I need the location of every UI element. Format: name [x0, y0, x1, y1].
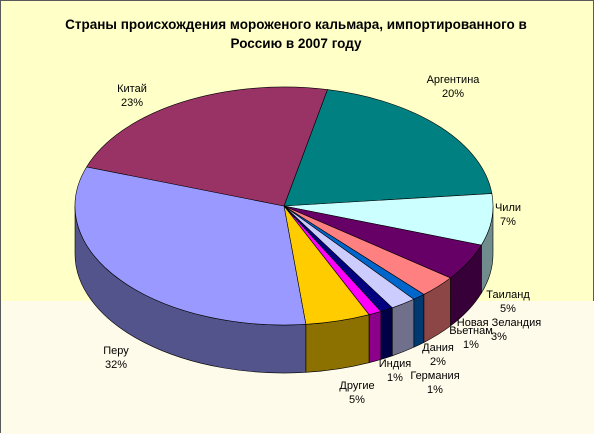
pie-side-Индия — [368, 311, 382, 364]
data-label-name: Германия — [410, 370, 459, 382]
chart-title-line-1: Страны происхождения мороженого кальмара… — [65, 17, 527, 32]
pie-side-Дания — [391, 298, 415, 357]
data-label-value: 32% — [105, 359, 127, 371]
data-label-value: 1% — [427, 384, 443, 396]
data-label-Китай: Китай 23% — [117, 83, 147, 109]
data-label-Индия: Индия 1% — [379, 358, 412, 384]
data-label-name: Вьетнам — [449, 325, 493, 337]
data-label-name: Новая Зеландия — [457, 317, 541, 329]
pie-top — [74, 86, 494, 326]
data-label-value: 2% — [430, 356, 446, 368]
data-label-Новая Зеландия: Новая Зеландия 3% — [457, 317, 541, 343]
data-label-name: Индия — [379, 358, 412, 370]
data-label-value: 23% — [121, 97, 143, 109]
data-label-Другие: Другие 5% — [339, 380, 374, 406]
data-label-value: 1% — [387, 372, 403, 384]
data-label-value: 1% — [463, 339, 479, 351]
data-label-value: 20% — [442, 88, 464, 100]
data-label-value: 3% — [491, 331, 507, 343]
pie-side-Германия — [380, 307, 393, 360]
chart-title-line-2: Россию в 2007 году — [230, 36, 362, 51]
data-label-name: Перу — [103, 345, 129, 357]
data-label-Вьетнам: Вьетнам 1% — [449, 325, 493, 351]
pie-side-Вьетнам — [413, 293, 425, 348]
data-label-name: Другие — [339, 380, 374, 392]
data-label-Германия: Германия 1% — [410, 370, 459, 396]
pie-slice-Аргентина — [283, 89, 493, 207]
pie-slice-Китай — [86, 86, 328, 207]
data-label-name: Дания — [422, 342, 454, 354]
data-label-value: 5% — [349, 394, 365, 406]
data-label-name: Чили — [495, 202, 521, 214]
data-label-name: Аргентина — [427, 74, 481, 86]
data-label-Таиланд: Таиланд 5% — [486, 289, 530, 315]
data-label-Чили: Чили 7% — [495, 202, 521, 228]
data-label-value: 7% — [500, 216, 516, 228]
data-label-name: Таиланд — [486, 289, 530, 301]
data-label-Перу: Перу 32% — [103, 345, 129, 371]
data-labels: Аргентина 20% Чили 7% Таиланд 5% Новая Зеланди… — [103, 74, 541, 406]
data-label-Аргентина: Аргентина 20% — [427, 74, 481, 100]
pie-slice-Перу — [74, 166, 307, 326]
data-label-name: Китай — [117, 83, 147, 95]
data-label-Дания: Дания 2% — [422, 342, 454, 368]
data-label-value: 5% — [500, 303, 516, 315]
chart-title: Страны происхождения мороженого кальмара… — [61, 15, 531, 53]
